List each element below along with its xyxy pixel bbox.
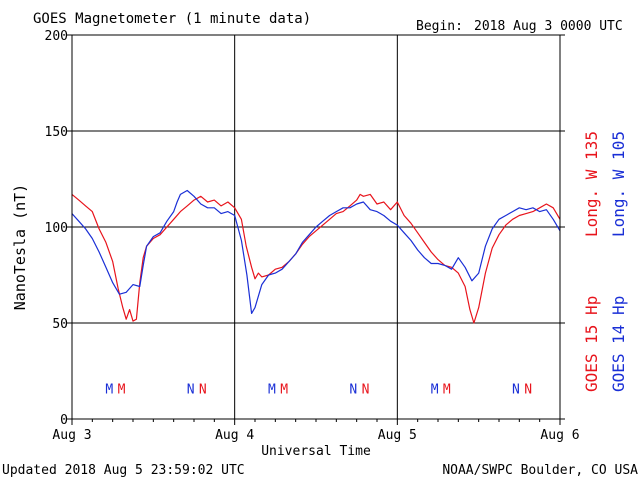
event-marker-m: M <box>105 382 113 397</box>
event-marker-n: N <box>512 382 520 397</box>
event-marker-m: M <box>118 382 126 397</box>
event-marker-n: N <box>199 382 207 397</box>
event-marker-m: M <box>443 382 451 397</box>
y-tick-label: 100 <box>45 221 68 236</box>
x-tick-label: Aug 5 <box>378 428 417 443</box>
x-tick-label: Aug 6 <box>540 428 579 443</box>
begin-label: Begin: <box>416 19 463 34</box>
event-marker-m: M <box>268 382 276 397</box>
updated-timestamp: Updated 2018 Aug 5 23:59:02 UTC <box>2 463 245 478</box>
series-line-goes14 <box>71 189 561 314</box>
series-line-goes15 <box>71 193 561 324</box>
credit-text: NOAA/SWPC Boulder, CO USA <box>442 463 638 478</box>
grid <box>72 35 560 419</box>
y-tick-label: 200 <box>45 29 68 44</box>
plot-frame <box>71 34 561 420</box>
event-marker-n: N <box>524 382 532 397</box>
legend-goes14: GOES 14 Hp Long. W 105 <box>609 131 628 392</box>
axes: 0 50 100 150 200 Aug 3 Aug 4 Aug 5 Aug 6 <box>45 29 580 443</box>
legend-goes15-name: GOES 15 Hp <box>582 296 601 392</box>
event-marker-n: N <box>362 382 370 397</box>
begin-date: 2018 Aug 3 0000 UTC <box>474 19 623 34</box>
y-tick-label: 0 <box>60 413 68 428</box>
y-tick-label: 150 <box>45 125 68 140</box>
legend-goes15-longitude: Long. W 135 <box>582 131 601 237</box>
data-series <box>71 189 561 324</box>
legend-goes15: GOES 15 Hp Long. W 135 <box>582 131 601 392</box>
event-marker-n: N <box>349 382 357 397</box>
x-tick-label: Aug 3 <box>52 428 91 443</box>
y-tick-label: 50 <box>52 317 68 332</box>
chart-title: GOES Magnetometer (1 minute data) <box>33 11 311 27</box>
x-axis-title: Universal Time <box>261 444 371 459</box>
y-axis-title: NanoTesla (nT) <box>11 184 29 310</box>
legend-goes14-longitude: Long. W 105 <box>609 131 628 237</box>
legend-goes14-name: GOES 14 Hp <box>609 296 628 392</box>
event-marker-m: M <box>431 382 439 397</box>
event-marker-n: N <box>187 382 195 397</box>
x-tick-label: Aug 4 <box>215 428 254 443</box>
event-marker-m: M <box>280 382 288 397</box>
